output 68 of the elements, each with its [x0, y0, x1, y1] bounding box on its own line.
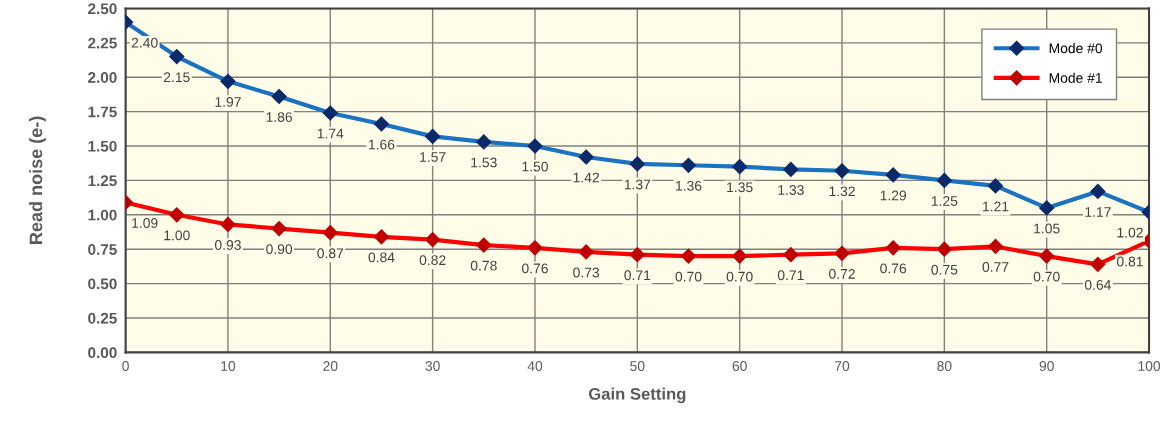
data-label: 1.36	[676, 180, 702, 191]
data-label: 1.29	[880, 190, 907, 201]
data-label: 1.66	[369, 139, 395, 150]
data-label: 1.97	[215, 97, 241, 107]
data-label: 1.05	[1034, 223, 1060, 234]
x-tick-label: 20	[323, 361, 338, 371]
data-label: 0.78	[470, 260, 497, 271]
x-tick-label: 60	[732, 361, 747, 371]
data-label: 0.73	[573, 267, 600, 278]
x-axis-title: Gain Setting	[588, 387, 686, 404]
data-label: 1.86	[266, 112, 293, 122]
y-tick-label: 0.75	[88, 244, 117, 255]
data-label: 1.00	[164, 230, 190, 241]
data-label: 1.74	[317, 128, 344, 139]
data-label: 1.37	[624, 179, 651, 190]
data-label: 0.81	[1117, 256, 1143, 267]
data-label: 0.77	[982, 262, 1009, 272]
y-tick-label: 0.00	[88, 347, 117, 359]
x-tick-label: 30	[425, 361, 440, 371]
data-label: 0.75	[931, 264, 958, 275]
y-tick-label: 1.25	[88, 175, 117, 187]
data-label: 0.70	[675, 271, 702, 282]
legend-label: Mode #1	[1049, 72, 1102, 83]
x-tick-label: 50	[630, 361, 645, 371]
data-label: 0.71	[624, 270, 651, 281]
legend-label: Mode #0	[1049, 43, 1103, 54]
x-tick-label: 100	[1138, 361, 1161, 371]
data-label: 0.93	[214, 240, 241, 250]
data-label: 0.87	[317, 248, 344, 259]
data-label: 2.15	[163, 72, 190, 83]
y-tick-label: 2.25	[88, 37, 117, 49]
y-tick-label: 2.00	[88, 72, 117, 83]
data-label: 0.70	[726, 271, 753, 282]
data-label: 1.17	[1085, 207, 1111, 217]
x-tick-label: 80	[937, 361, 952, 371]
y-tick-label: 1.00	[88, 209, 117, 221]
data-label: 0.76	[522, 263, 548, 274]
x-tick-label: 10	[221, 361, 236, 371]
x-tick-label: 0	[122, 361, 129, 371]
data-label: 0.84	[368, 252, 395, 263]
data-label: 0.76	[880, 263, 907, 274]
data-label: 0.70	[1033, 271, 1060, 282]
y-tick-label: 2.50	[88, 3, 117, 15]
data-label: 1.57	[420, 152, 446, 162]
y-tick-label: 0.25	[88, 312, 117, 324]
data-label: 0.71	[777, 270, 804, 281]
y-tick-label: 1.75	[88, 106, 117, 118]
data-label: 1.35	[727, 182, 753, 193]
data-label: 1.32	[829, 186, 855, 197]
data-label: 1.42	[573, 172, 599, 183]
data-label: 0.64	[1084, 279, 1111, 290]
x-tick-label: 70	[835, 361, 850, 371]
data-label: 1.50	[522, 161, 548, 172]
x-tick-label: 40	[527, 361, 543, 371]
data-label: 2.40	[131, 37, 158, 48]
data-label: 1.02	[1117, 227, 1143, 238]
data-label: 1.09	[132, 218, 158, 228]
data-label: 1.33	[778, 185, 804, 195]
data-label: 0.72	[829, 268, 855, 279]
y-tick-label: 0.50	[88, 278, 117, 290]
x-tick-label: 90	[1039, 361, 1054, 371]
data-label: 0.82	[419, 255, 446, 266]
data-label: 0.90	[266, 244, 293, 255]
data-label: 1.25	[931, 196, 958, 206]
data-label: 1.53	[471, 157, 497, 168]
data-label: 1.21	[983, 201, 1009, 212]
y-tick-label: 1.50	[88, 140, 117, 152]
y-axis-title: Read noise (e-)	[29, 116, 46, 244]
